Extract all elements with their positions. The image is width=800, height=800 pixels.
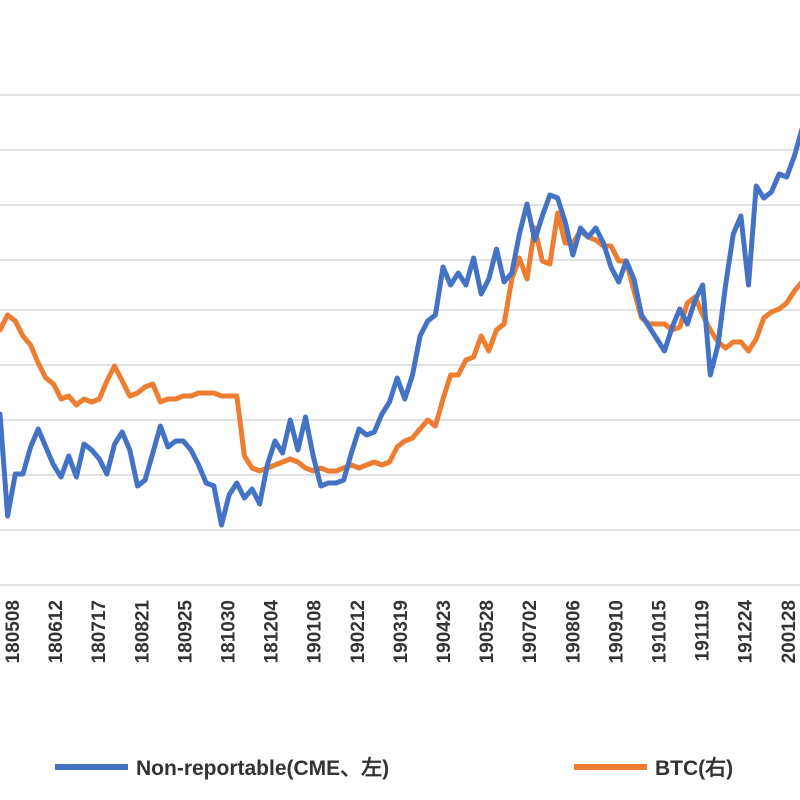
x-tick-label: 200128 — [779, 600, 800, 663]
x-tick-label: 180925 — [175, 600, 196, 664]
legend-label-non-reportable: Non-reportable(CME、左) — [136, 756, 389, 780]
x-tick-label: 190423 — [434, 600, 455, 663]
x-tick-label: 180508 — [3, 600, 24, 663]
gridlines — [0, 94, 800, 586]
legend: Non-reportable(CME、左) BTC(右) — [55, 756, 733, 780]
x-tick-label: 181204 — [262, 600, 283, 664]
x-tick-label: 190108 — [305, 600, 326, 663]
x-axis-tick-labels: 180508 180612 180717 180821 180925 181030 1812… — [3, 600, 800, 664]
x-tick-label: 181030 — [219, 600, 240, 663]
x-tick-label: 191015 — [650, 600, 671, 664]
x-tick-label: 190910 — [606, 600, 627, 663]
x-tick-label: 190806 — [563, 600, 584, 663]
x-tick-label: 180717 — [89, 600, 110, 663]
legend-label-btc: BTC(右) — [655, 756, 733, 780]
series-line-non-reportable — [0, 127, 800, 528]
x-tick-label: 190528 — [477, 600, 498, 663]
series-lines — [0, 127, 800, 528]
x-tick-label: 180612 — [46, 600, 67, 663]
series-line-btc — [0, 210, 800, 474]
x-tick-label: 190212 — [348, 600, 369, 663]
x-tick-label: 190702 — [520, 600, 541, 663]
x-tick-label: 190319 — [391, 600, 412, 663]
x-tick-label: 191224 — [736, 600, 757, 664]
x-tick-label: 180821 — [132, 600, 153, 664]
x-tick-label: 191119 — [693, 600, 714, 661]
